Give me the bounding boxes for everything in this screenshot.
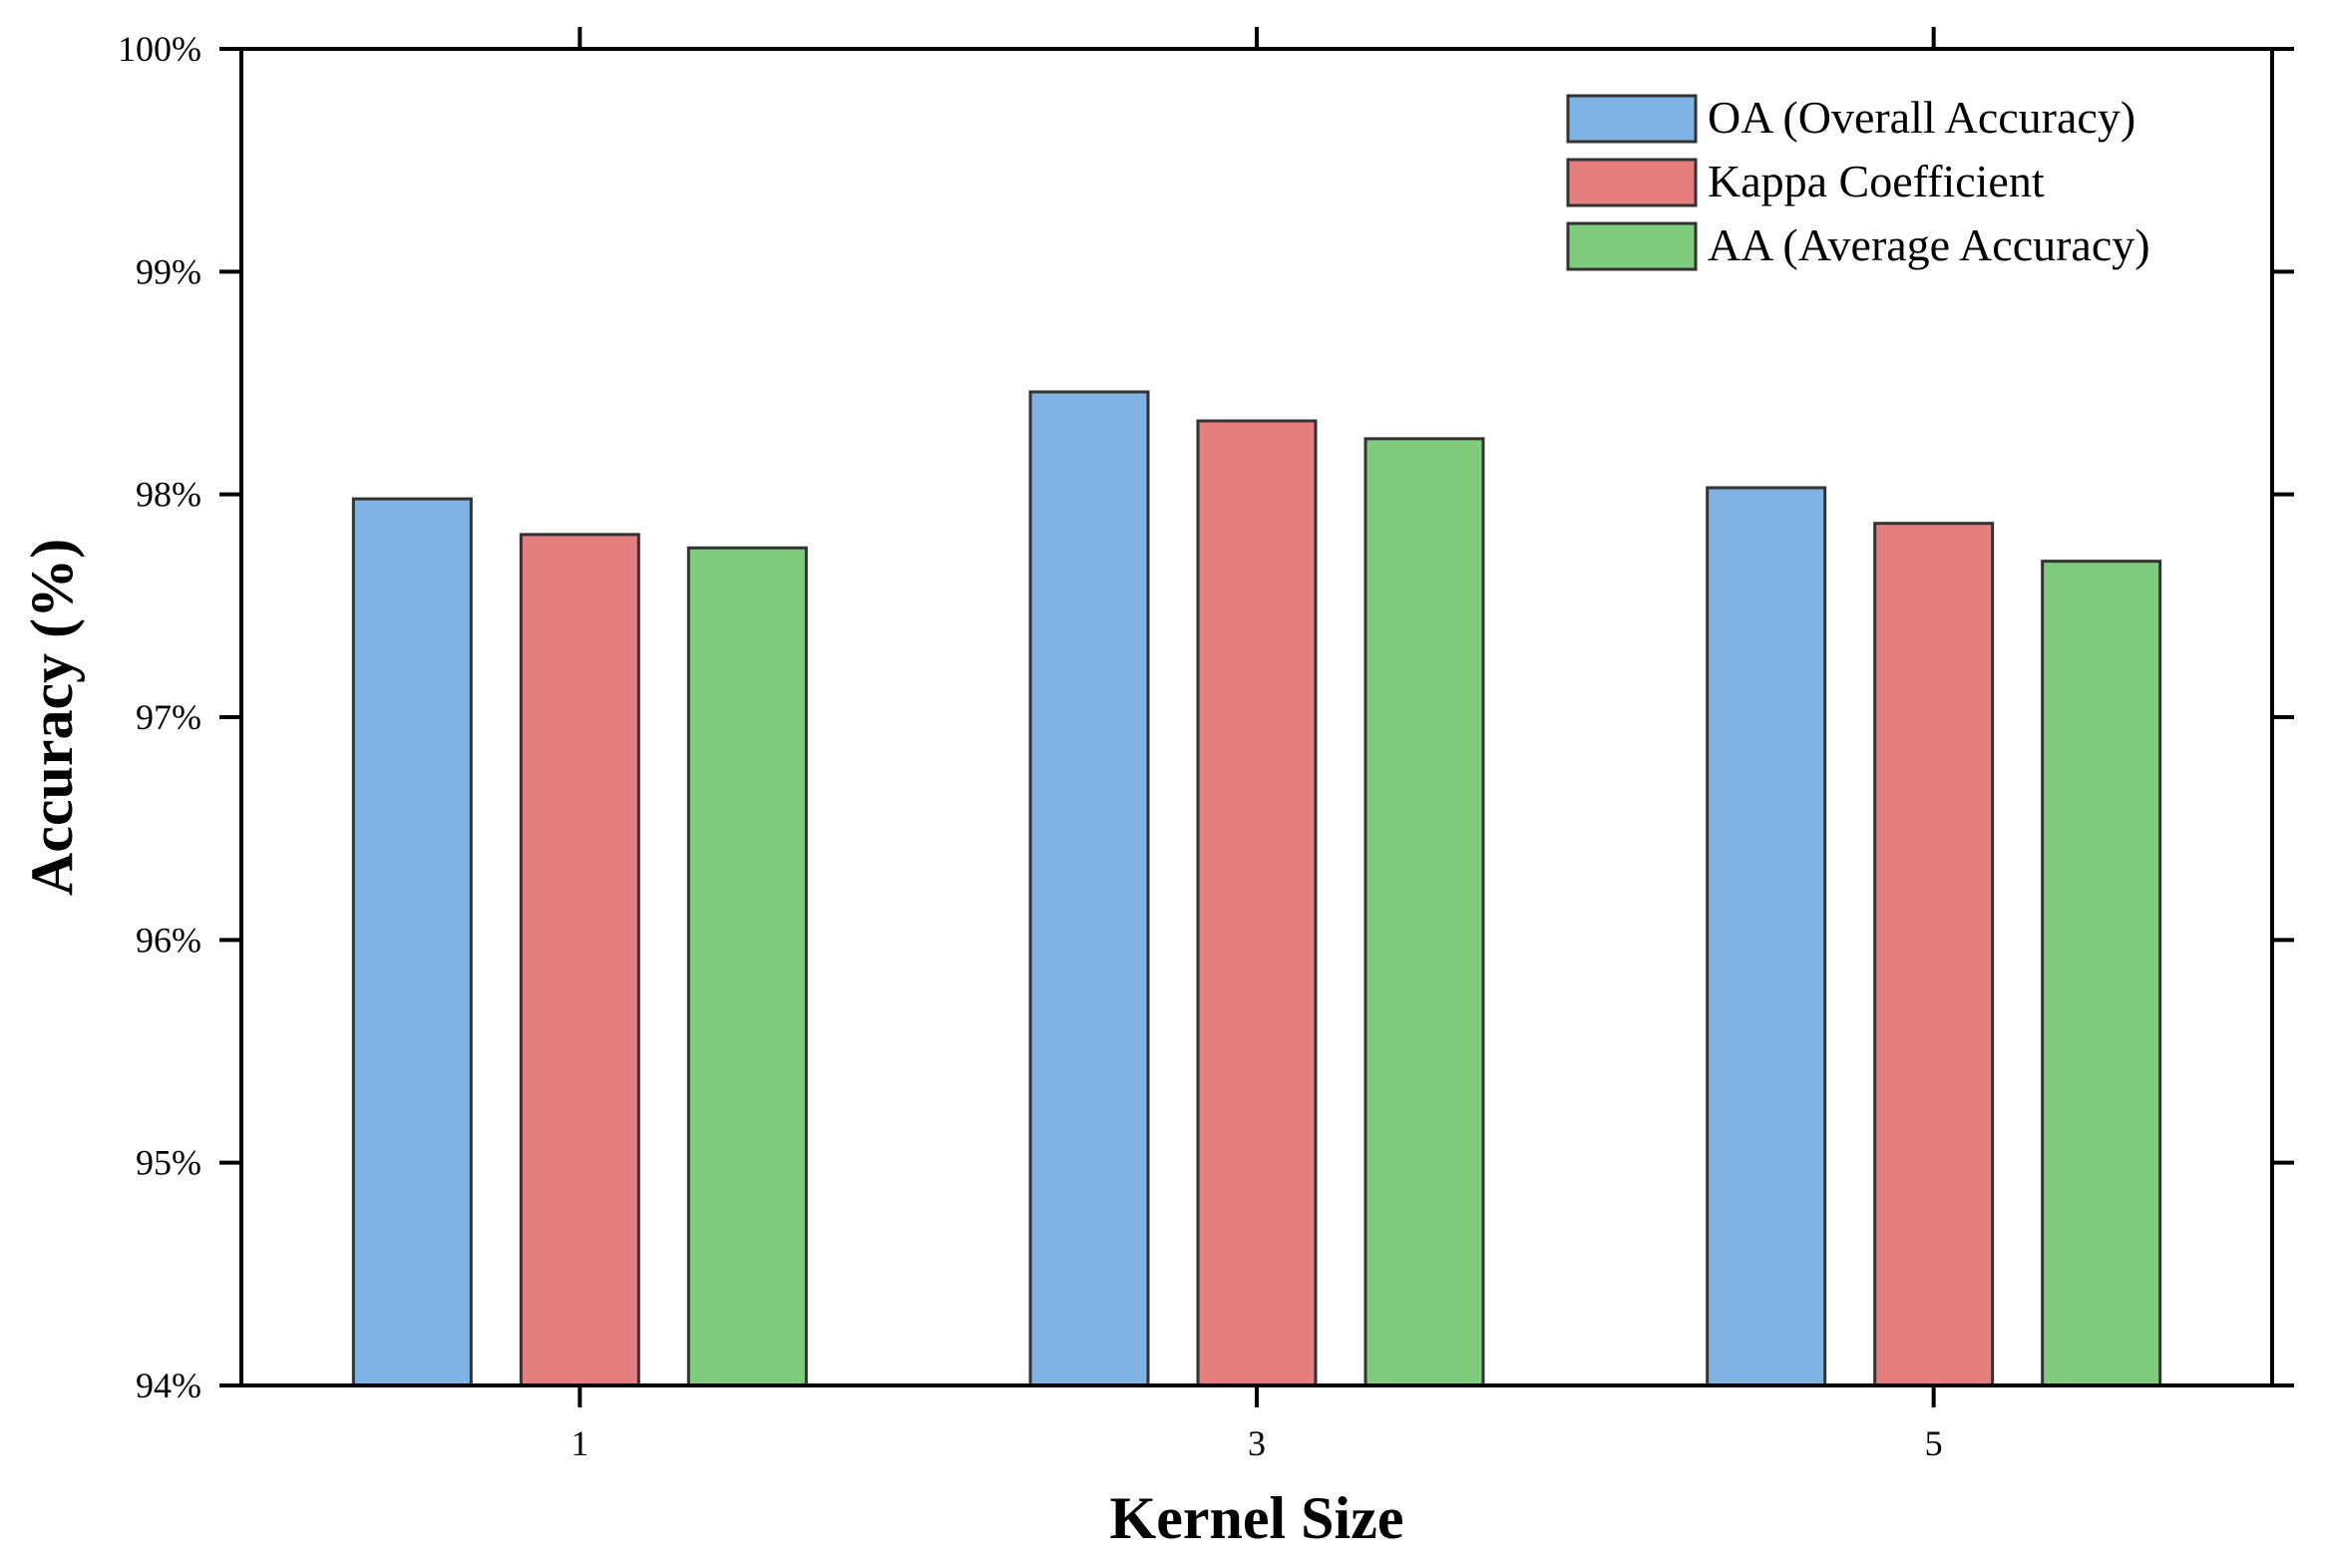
x-tick-label: 3 — [1248, 1423, 1266, 1463]
legend-swatch-3 — [1566, 221, 1698, 271]
y-tick-label: 100% — [118, 29, 201, 69]
bar-2-cat-3 — [1196, 419, 1318, 1387]
legend-label-1: OA (Overall Accuracy) — [1708, 92, 2135, 143]
y-tick-label: 96% — [136, 920, 201, 960]
legend: OA (Overall Accuracy) Kappa Coefficient AA… — [1566, 92, 2150, 271]
x-tick-label: 1 — [571, 1423, 588, 1463]
legend-swatch-1 — [1566, 94, 1698, 144]
bars-layer — [351, 390, 2162, 1387]
bar-2-cat-1 — [519, 533, 640, 1387]
y-tick-label: 99% — [136, 251, 201, 291]
y-tick-label: 98% — [136, 475, 201, 515]
ticks-layer: 94% 95% 96% 97% 98% 99% 100% 1 3 5 — [118, 27, 2294, 1463]
y-tick-label: 94% — [136, 1366, 201, 1405]
legend-label-2: Kappa Coefficient — [1708, 156, 2045, 206]
x-axis-title: Kernel Size — [1110, 1485, 1404, 1551]
bar-3-cat-5 — [2041, 560, 2162, 1387]
bar-1-cat-5 — [1706, 486, 1827, 1387]
y-tick-label: 95% — [136, 1143, 201, 1183]
x-tick-label: 5 — [1925, 1423, 1943, 1463]
bar-1-cat-3 — [1028, 390, 1150, 1387]
bar-1-cat-1 — [351, 497, 473, 1387]
y-tick-label: 97% — [136, 697, 201, 737]
bar-3-cat-3 — [1363, 437, 1485, 1387]
legend-label-3: AA (Average Accuracy) — [1708, 219, 2150, 270]
y-axis-title: Accuracy (%) — [19, 539, 85, 896]
bar-3-cat-1 — [686, 546, 808, 1387]
bar-2-cat-5 — [1873, 522, 1995, 1387]
legend-swatch-2 — [1566, 158, 1698, 207]
